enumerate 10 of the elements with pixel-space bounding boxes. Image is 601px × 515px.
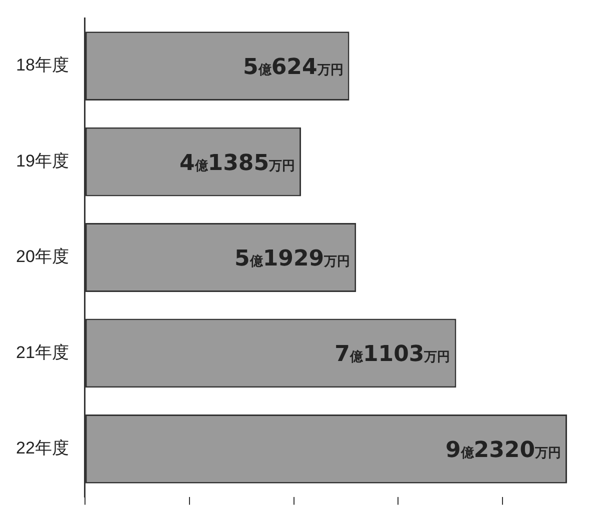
data-label: 5億624万円 [243, 55, 344, 80]
y-tick-label: 20年度 [16, 247, 69, 266]
y-tick-label: 18年度 [16, 56, 69, 75]
y-tick-label: 21年度 [16, 342, 69, 362]
data-label: 9億2320万円 [445, 438, 561, 463]
y-tick-label: 19年度 [16, 151, 69, 170]
y-tick-label: 22年度 [16, 438, 69, 458]
data-label: 4億1385万円 [179, 150, 296, 176]
data-label: 5億1929万円 [234, 246, 350, 272]
data-label: 7億1103万円 [334, 342, 450, 368]
